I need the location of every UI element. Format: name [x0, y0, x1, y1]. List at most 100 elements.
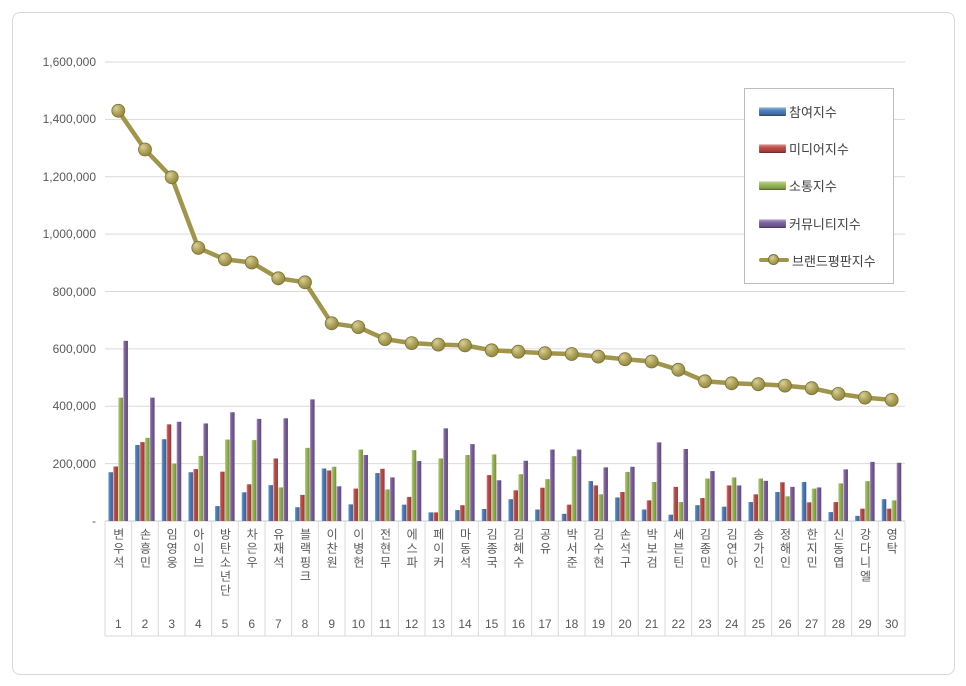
bar-community-rank-29[interactable] — [870, 461, 875, 521]
reputation-marker-rank-2[interactable] — [138, 142, 152, 157]
bar-participation-rank-24[interactable] — [721, 506, 727, 521]
bar-community-rank-14[interactable] — [470, 444, 475, 521]
bar-community-rank-30[interactable] — [896, 462, 902, 521]
bar-participation-rank-15[interactable] — [481, 508, 487, 521]
bar-participation-rank-11[interactable] — [375, 473, 380, 521]
legend-item-communication[interactable]: 소통지수 — [759, 176, 893, 195]
bar-community-rank-2[interactable] — [150, 397, 155, 521]
reputation-marker-rank-3[interactable] — [164, 170, 179, 185]
bar-participation-rank-5[interactable] — [215, 506, 220, 521]
reputation-marker-rank-30[interactable] — [884, 392, 899, 407]
bar-communication-rank-8[interactable] — [305, 447, 310, 521]
bar-communication-rank-13[interactable] — [438, 458, 443, 521]
reputation-marker-rank-26[interactable] — [778, 378, 792, 393]
bar-media-rank-14[interactable] — [460, 505, 465, 521]
bar-communication-rank-10[interactable] — [358, 449, 363, 521]
reputation-marker-rank-29[interactable] — [858, 390, 872, 405]
bar-participation-rank-6[interactable] — [241, 492, 247, 521]
bar-participation-rank-4[interactable] — [188, 472, 193, 521]
bar-community-rank-21[interactable] — [656, 442, 662, 521]
bar-media-rank-26[interactable] — [780, 482, 785, 521]
legend-item-participation[interactable]: 참여지수 — [759, 102, 893, 121]
bar-participation-rank-30[interactable] — [881, 499, 887, 521]
bar-community-rank-24[interactable] — [736, 485, 742, 521]
bar-media-rank-5[interactable] — [220, 471, 225, 521]
bar-participation-rank-14[interactable] — [455, 510, 460, 521]
reputation-marker-rank-20[interactable] — [618, 352, 632, 367]
bar-participation-rank-23[interactable] — [695, 505, 700, 521]
reputation-marker-rank-5[interactable] — [218, 252, 232, 267]
legend-item-media[interactable]: 미디어지수 — [759, 139, 893, 158]
bar-media-rank-8[interactable] — [300, 494, 305, 521]
bar-media-rank-17[interactable] — [540, 487, 545, 521]
bar-participation-rank-13[interactable] — [428, 512, 433, 521]
reputation-marker-rank-9[interactable] — [324, 316, 339, 331]
bar-participation-rank-19[interactable] — [588, 481, 593, 521]
bar-community-rank-7[interactable] — [283, 418, 288, 521]
bar-communication-rank-11[interactable] — [385, 489, 390, 521]
bar-participation-rank-22[interactable] — [668, 514, 673, 521]
bar-participation-rank-2[interactable] — [135, 444, 140, 521]
bar-community-rank-9[interactable] — [336, 486, 342, 521]
bar-participation-rank-18[interactable] — [561, 513, 567, 521]
bar-community-rank-26[interactable] — [790, 486, 795, 521]
bar-participation-rank-27[interactable] — [801, 481, 807, 522]
bar-community-rank-5[interactable] — [230, 412, 235, 521]
bar-community-rank-1[interactable] — [123, 340, 128, 521]
bar-communication-rank-24[interactable] — [731, 477, 737, 521]
reputation-marker-rank-27[interactable] — [804, 381, 819, 396]
bar-communication-rank-6[interactable] — [251, 440, 257, 521]
reputation-marker-rank-28[interactable] — [831, 386, 846, 401]
reputation-marker-rank-12[interactable] — [404, 336, 419, 351]
bar-participation-rank-12[interactable] — [401, 504, 407, 521]
bar-communication-rank-9[interactable] — [331, 466, 337, 521]
bar-media-rank-25[interactable] — [753, 494, 758, 521]
reputation-marker-rank-22[interactable] — [671, 362, 686, 377]
bar-media-rank-29[interactable] — [860, 508, 865, 521]
bar-community-rank-16[interactable] — [523, 460, 528, 521]
bar-communication-rank-4[interactable] — [198, 455, 203, 521]
bar-participation-rank-17[interactable] — [535, 509, 540, 521]
bar-media-rank-9[interactable] — [326, 470, 332, 521]
bar-media-rank-12[interactable] — [406, 496, 412, 521]
bar-communication-rank-28[interactable] — [838, 483, 843, 521]
bar-community-rank-27[interactable] — [816, 487, 822, 521]
bar-communication-rank-29[interactable] — [865, 481, 870, 521]
reputation-marker-rank-1[interactable] — [111, 103, 126, 118]
bar-participation-rank-29[interactable] — [855, 515, 860, 521]
bar-media-rank-16[interactable] — [513, 490, 518, 521]
bar-participation-rank-28[interactable] — [828, 512, 833, 521]
bar-communication-rank-12[interactable] — [411, 450, 417, 521]
bar-community-rank-25[interactable] — [763, 480, 768, 521]
bar-community-rank-15[interactable] — [496, 480, 502, 521]
bar-communication-rank-2[interactable] — [145, 437, 150, 521]
bar-participation-rank-7[interactable] — [268, 485, 273, 521]
bar-communication-rank-26[interactable] — [785, 496, 790, 521]
bar-communication-rank-25[interactable] — [758, 478, 763, 521]
legend-item-community[interactable]: 커뮤니티지수 — [759, 214, 893, 233]
bar-community-rank-22[interactable] — [683, 448, 688, 521]
reputation-marker-rank-16[interactable] — [511, 344, 526, 359]
bar-participation-rank-20[interactable] — [615, 497, 620, 521]
bar-participation-rank-16[interactable] — [508, 499, 513, 521]
bar-communication-rank-23[interactable] — [705, 478, 710, 521]
bar-communication-rank-27[interactable] — [811, 488, 817, 521]
reputation-marker-rank-19[interactable] — [591, 349, 606, 364]
reputation-marker-rank-7[interactable] — [271, 271, 286, 286]
bar-media-rank-15[interactable] — [486, 475, 492, 521]
bar-media-rank-6[interactable] — [246, 484, 252, 521]
bar-communication-rank-5[interactable] — [225, 439, 230, 521]
bar-community-rank-8[interactable] — [310, 399, 315, 522]
bar-community-rank-19[interactable] — [603, 467, 608, 521]
reputation-marker-rank-14[interactable] — [458, 338, 472, 353]
bar-community-rank-18[interactable] — [576, 449, 582, 521]
bar-media-rank-2[interactable] — [140, 442, 145, 521]
legend-item-reputation[interactable]: 브랜드평판지수 — [759, 251, 893, 270]
bar-community-rank-3[interactable] — [176, 421, 182, 521]
reputation-marker-rank-24[interactable] — [724, 376, 739, 391]
bar-media-rank-20[interactable] — [620, 492, 625, 521]
bar-participation-rank-26[interactable] — [775, 492, 780, 521]
bar-community-rank-20[interactable] — [630, 466, 635, 521]
bar-participation-rank-1[interactable] — [108, 472, 113, 521]
